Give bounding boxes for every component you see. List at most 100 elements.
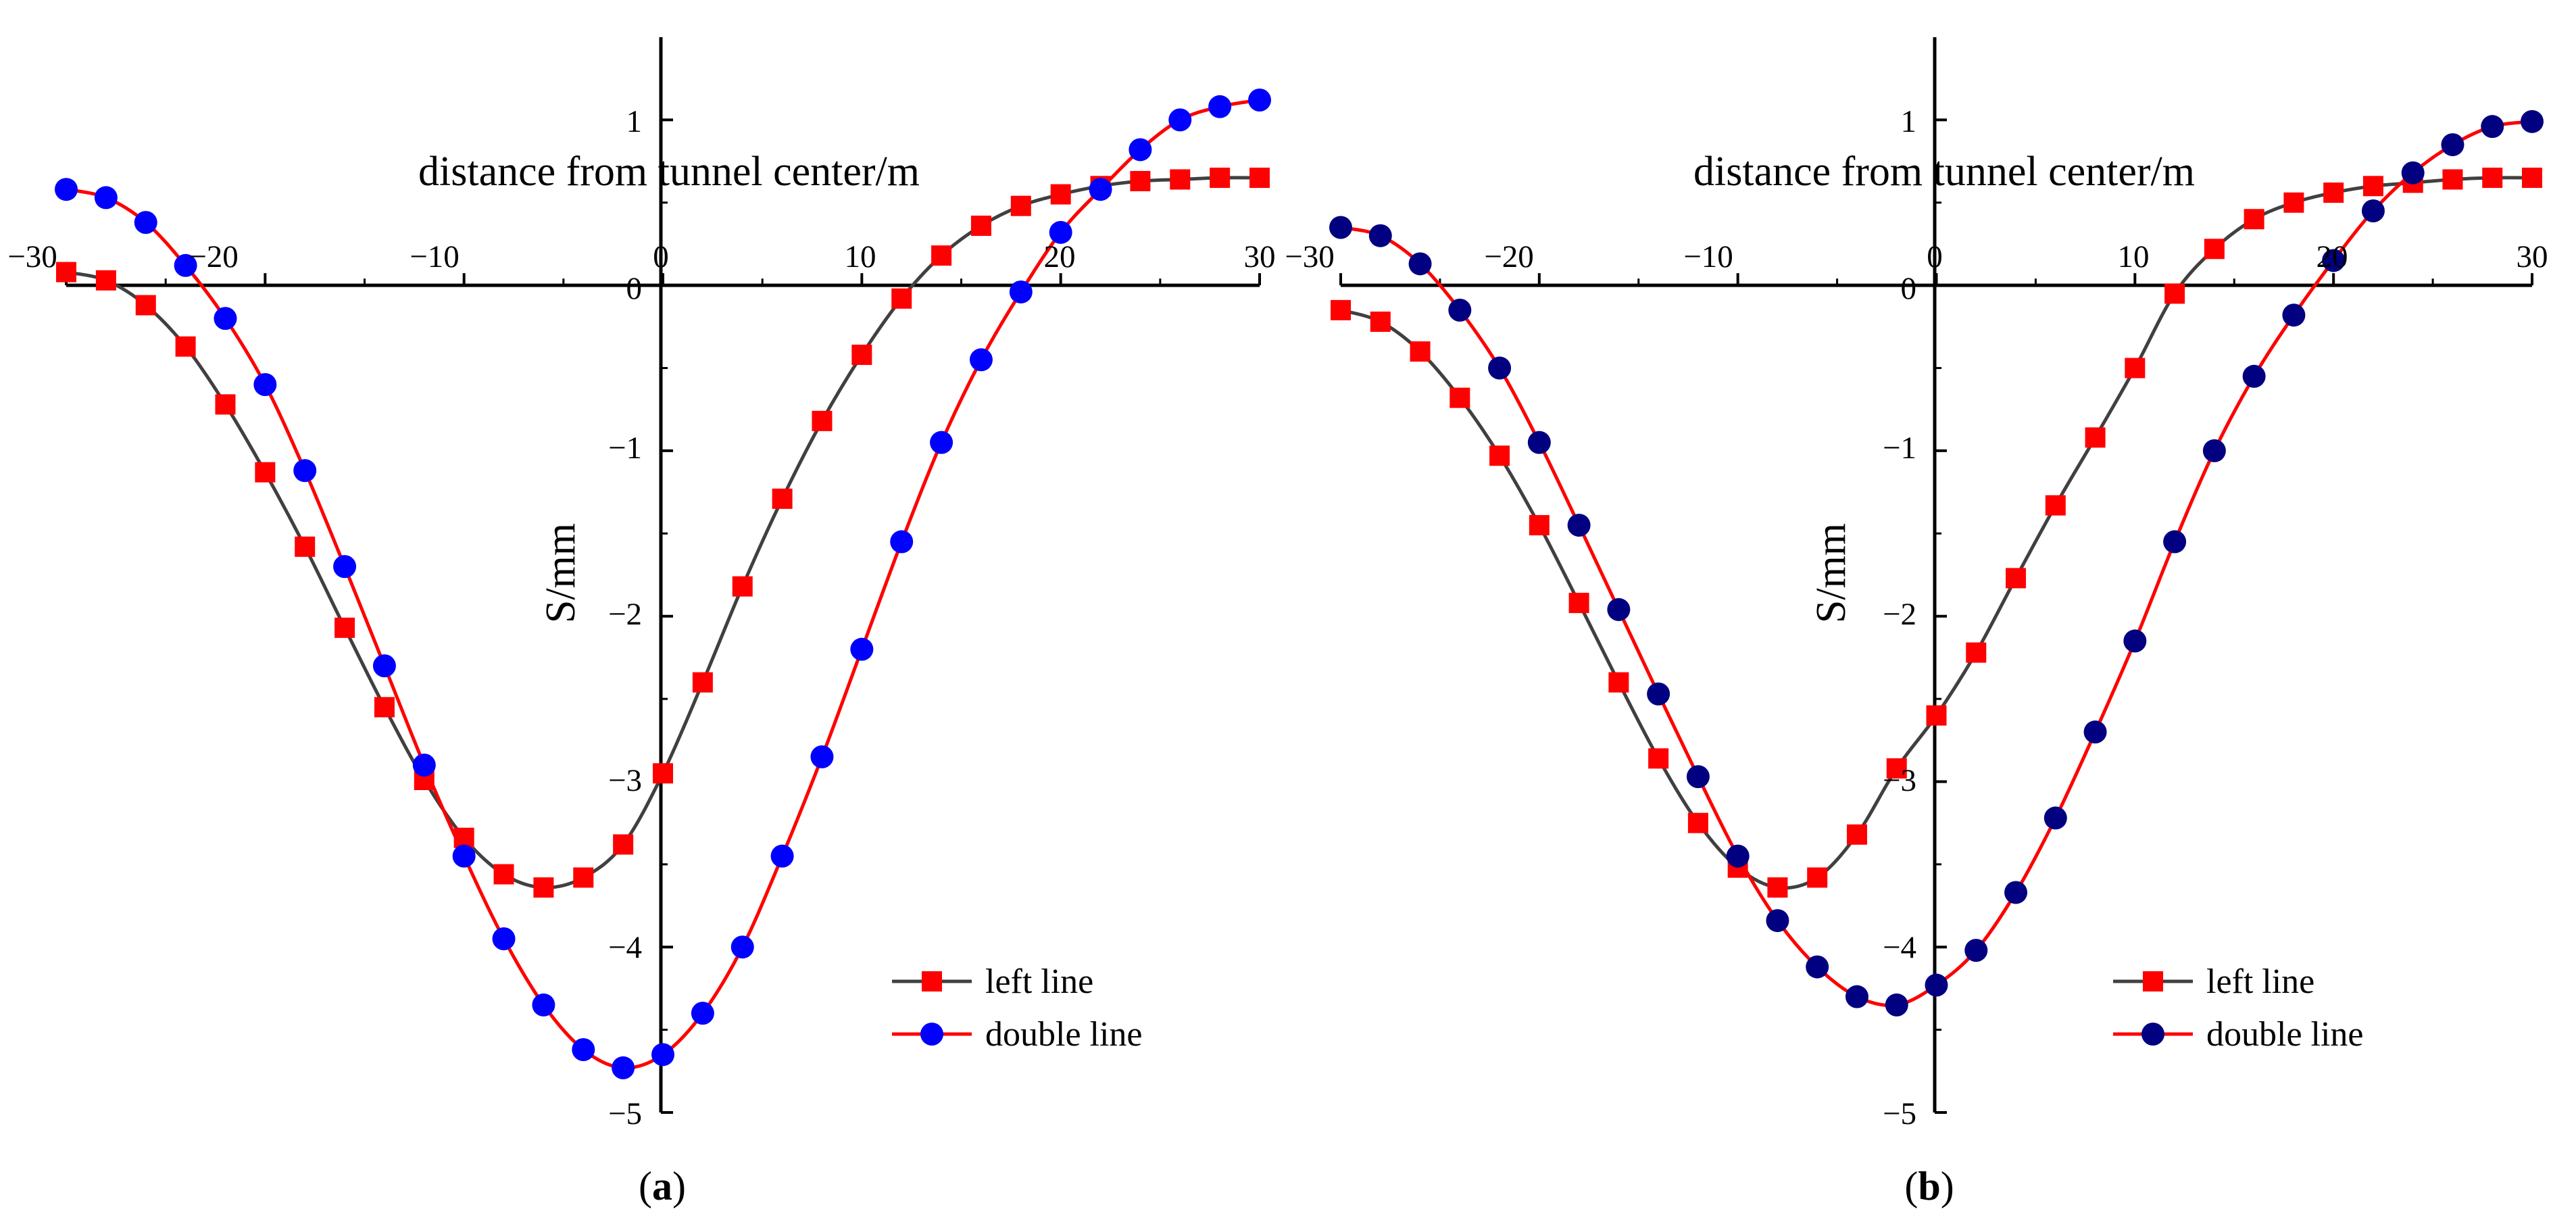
chart-a-double-line-point (810, 745, 834, 768)
chart-b-left-line-point (1767, 877, 1788, 898)
chart-b-double-line-point (1567, 514, 1591, 537)
chart-b-double-line-point (1647, 682, 1670, 706)
chart-b-left-line-point (1648, 748, 1669, 769)
chart-b-left-line-point (1568, 593, 1589, 614)
chart-a-double-line-point (174, 253, 197, 277)
chart-b-x-tick-label: 30 (2517, 239, 2548, 274)
chart-a-left-line-point (493, 864, 514, 885)
chart-a-left-line-point (653, 763, 673, 784)
chart-a-double-line-point (492, 927, 516, 950)
chart-a-double-line-point (1009, 280, 1033, 303)
chart-b-y-axis-title: S/mm (1808, 523, 1854, 623)
chart-a-double-line-point (293, 459, 317, 483)
chart-a-left-line-point (175, 336, 196, 357)
chart-a-y-tick-label: −5 (608, 1096, 642, 1131)
chart-a-legend-double-line-label: double line (985, 1015, 1143, 1054)
chart-b-double-line-point (2123, 629, 2147, 653)
chart-b-double-line-point (2044, 806, 2067, 830)
chart-b-x-tick-label: 0 (1927, 239, 1943, 274)
chart-a-left-line-point (970, 216, 991, 237)
chart-a-left-line-point (335, 617, 355, 638)
chart-a-y-tick-label: −4 (608, 930, 642, 965)
chart-b-x-tick-label: −10 (1683, 239, 1733, 274)
chart-b-double-line-point (1329, 216, 1352, 239)
chart-b-double-line-point (2481, 115, 2504, 139)
chart-b-left-line-point (2204, 239, 2225, 260)
chart-b-x-axis-title: distance from tunnel center/m (1693, 149, 2195, 195)
chart-b-double-line-point (1686, 765, 1710, 789)
chart-b-left-line-point (1450, 387, 1470, 408)
chart-a-left-line-point (295, 536, 316, 557)
chart-b-left-line-point (2006, 568, 2027, 589)
chart-a-y-tick-label: −3 (608, 763, 642, 798)
chart-a-legend-left-line-marker (922, 971, 942, 992)
chart-b-caption-letter: b (1918, 1164, 1940, 1208)
chart-b-legend-double-line-marker (2141, 1023, 2164, 1046)
chart-b-double-line-point (2441, 133, 2464, 157)
chart-b-left-line-point (2283, 192, 2304, 213)
chart-a-left-line-point (1130, 170, 1151, 191)
chart-b-left-line-point (2442, 169, 2463, 190)
chart-b-left-line-point (1687, 812, 1708, 833)
chart-a-double-line-point (1089, 178, 1112, 201)
chart-b-left-line-point (1529, 515, 1550, 536)
chart-b-y-tick-label: −3 (1883, 763, 1916, 798)
chart-b-plot (1329, 37, 2544, 1114)
chart-a-legend-double-line-marker (920, 1023, 943, 1046)
chart-b-legend-left-line-label: left line (2206, 962, 2314, 1001)
chart-a-left-line-point (613, 834, 634, 855)
chart-a-double-line-point (253, 373, 277, 397)
chart-b-double-line-point (2322, 249, 2346, 272)
chart-a-x-tick-label: 30 (1244, 239, 1276, 274)
chart-b-double-line-point (1845, 985, 1868, 1008)
chart-a-double-line-point (890, 530, 914, 554)
chart-b-left-line-point (1410, 341, 1431, 362)
chart-a-x-tick-label: 20 (1044, 239, 1076, 274)
chart-a-double-line-point (1168, 108, 1192, 132)
chart-a-left-line-point (95, 270, 116, 291)
chart-a-legend-left-line-label: left line (985, 962, 1093, 1001)
chart-b-x-tick-label: −30 (1285, 239, 1335, 274)
chart-a-plot (55, 37, 1271, 1114)
chart-a-left-line-point (931, 245, 952, 266)
chart-a-double-line-point (930, 431, 953, 454)
chart-a-y-tick-label: −1 (608, 431, 642, 466)
chart-b-double-line-point (1964, 939, 1988, 962)
chart-b-double-line-point (2202, 439, 2226, 462)
chart-a-left-line-point (1210, 168, 1231, 189)
chart-b-caption: (b) (1904, 1164, 1954, 1208)
chart-b-double-line-point (2163, 530, 2187, 554)
chart-b-x-tick-label: 10 (2118, 239, 2150, 274)
chart-b-y-tick-label: −5 (1883, 1096, 1916, 1131)
chart-a-left-line-point (374, 697, 395, 718)
chart-b-left-line-point (1608, 672, 1629, 693)
chart-b-y-tick-label: −2 (1883, 597, 1916, 632)
chart-a-double-line-point (1248, 89, 1271, 112)
chart-b-y-tick-label: −1 (1883, 431, 1916, 466)
chart-b-left-line-point (1966, 642, 1987, 663)
chart-a-y-tick-label: 0 (626, 271, 643, 306)
chart-a-left-line-point (255, 462, 276, 483)
chart-b-legend: left line double line (2113, 962, 2364, 1054)
chart-a-x-tick-label: 0 (653, 239, 669, 274)
chart-b-left-line-point (2045, 495, 2066, 516)
chart-a-double-line-point (333, 555, 357, 579)
chart-a-y-tick-label: −2 (608, 597, 642, 632)
chart-b-double-line-point (1885, 993, 1908, 1017)
chart-b-double-line-point (1527, 431, 1551, 454)
chart-a-x-tick-label: −20 (189, 239, 239, 274)
chart-a-double-line-point (651, 1043, 674, 1067)
chart-b-left-line-point (1846, 824, 1867, 845)
chart-b-left-line-point (1331, 299, 1351, 320)
chart-b-double-line-point (1488, 356, 1512, 380)
chart-b-caption-close: ) (1941, 1164, 1954, 1208)
chart-a-left-line-point (56, 262, 76, 283)
chart-b-legend-left-line-marker (2143, 971, 2163, 992)
chart-a-caption-close: ) (672, 1164, 686, 1208)
chart-a-double-line-point (214, 307, 237, 331)
chart-a-double-line-point (94, 186, 118, 210)
chart-b-x-tick-label: −20 (1484, 239, 1534, 274)
chart-a-x-tick-label: 10 (845, 239, 876, 274)
chart-b-double-line-point (1448, 298, 1472, 322)
